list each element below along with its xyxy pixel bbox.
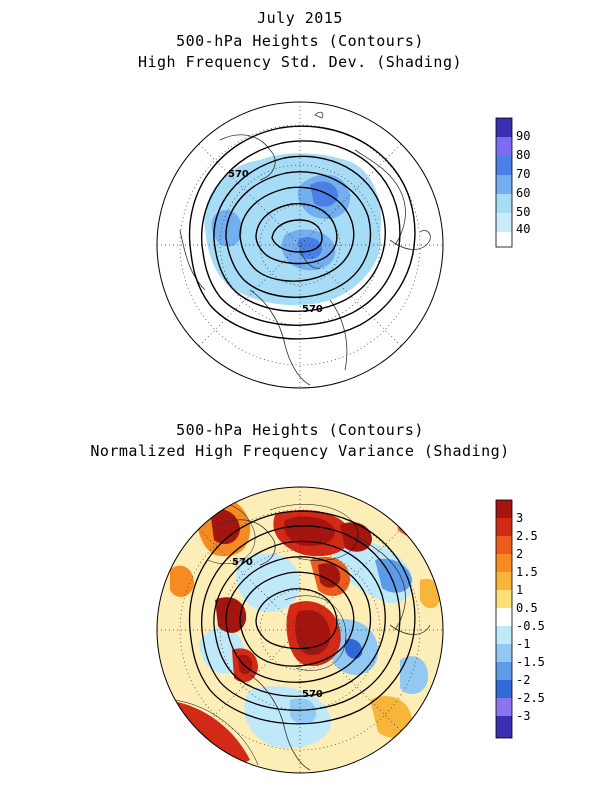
top-colorbar-label: 40 <box>516 222 531 236</box>
title-top-line1: 500-hPa Heights (Contours) <box>176 32 424 50</box>
top-contour-label-a: 570 <box>228 169 249 180</box>
title-top-line2: High Frequency Std. Dev. (Shading) <box>137 53 463 71</box>
bottom-colorbar-swatch <box>496 716 512 738</box>
bottom-colorbar-label: -2.5 <box>516 691 545 705</box>
bottom-height-contours <box>188 510 416 725</box>
bottom-colorbar-label: 3 <box>516 511 524 525</box>
top-colorbar <box>495 117 513 248</box>
top-coastlines <box>179 111 431 386</box>
bottom-colorbar-label: 2.5 <box>516 529 538 543</box>
top-colorbar-swatch <box>496 194 512 213</box>
title-bottom-line2: Normalized High Frequency Variance (Shad… <box>90 442 510 460</box>
bottom-colorbar-label: 2 <box>516 547 524 561</box>
bottom-colorbar-swatch <box>496 590 512 608</box>
bottom-colorbar-swatch <box>496 644 512 662</box>
top-colorbar-label: 90 <box>516 129 531 143</box>
top-colorbar-label: 70 <box>516 167 531 181</box>
bottom-colorbar <box>495 499 513 739</box>
bottom-colorbar-swatch <box>496 536 512 554</box>
top-colorbar-label: 60 <box>516 186 531 200</box>
top-colorbar-swatch <box>496 118 512 137</box>
bottom-colorbar-label: -1 <box>516 637 531 651</box>
bottom-colorbar-swatch <box>496 500 512 518</box>
bottom-colorbar-label: -2 <box>516 673 531 687</box>
bottom-colorbar-label: -0.5 <box>516 619 545 633</box>
top-colorbar-swatch <box>496 213 512 232</box>
bottom-colorbar-label: 1 <box>516 583 524 597</box>
top-height-contours <box>188 125 416 340</box>
top-graticule <box>157 102 443 388</box>
bottom-colorbar-swatch <box>496 572 512 590</box>
top-polar-map: 570 570 <box>156 101 444 389</box>
bottom-colorbar-swatch <box>496 626 512 644</box>
bottom-graticule <box>157 487 443 773</box>
top-colorbar-label: 80 <box>516 148 531 162</box>
bottom-colorbar-label: 1.5 <box>516 565 538 579</box>
bottom-colorbar-label: -1.5 <box>516 655 545 669</box>
bottom-contour-label-b: 570 <box>302 689 323 700</box>
bottom-polar-map: 570 570 <box>156 486 444 774</box>
top-colorbar-swatch <box>496 137 512 156</box>
bottom-colorbar-swatch <box>496 518 512 536</box>
bottom-colorbar-swatch <box>496 680 512 698</box>
top-colorbar-swatch <box>496 175 512 194</box>
bottom-coastlines <box>219 519 431 771</box>
title-bottom-line1: 500-hPa Heights (Contours) <box>176 421 424 439</box>
bottom-contour-label-a: 570 <box>232 557 253 568</box>
bottom-colorbar-label: -3 <box>516 709 531 723</box>
bottom-colorbar-swatch <box>496 608 512 626</box>
bottom-colorbar-swatch <box>496 554 512 572</box>
bottom-colorbar-swatch <box>496 698 512 716</box>
top-colorbar-swatch <box>496 232 512 247</box>
bottom-colorbar-label: 0.5 <box>516 601 538 615</box>
top-colorbar-swatch <box>496 156 512 175</box>
title-month: July 2015 <box>257 9 343 27</box>
bottom-colorbar-swatch <box>496 662 512 680</box>
top-colorbar-label: 50 <box>516 205 531 219</box>
top-contour-label-b: 570 <box>302 304 323 315</box>
